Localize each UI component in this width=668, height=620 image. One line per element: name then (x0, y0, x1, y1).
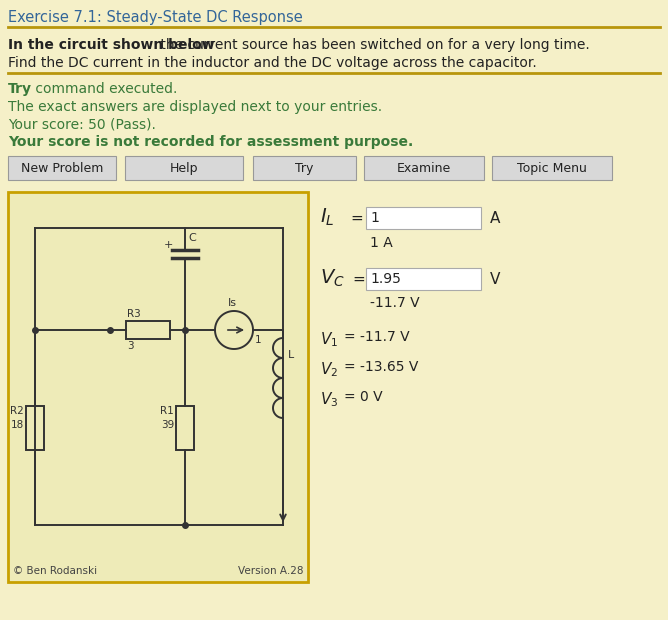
Text: Try: Try (8, 82, 32, 96)
Text: The exact answers are displayed next to your entries.: The exact answers are displayed next to … (8, 100, 382, 114)
Text: V: V (490, 272, 500, 287)
Text: R1: R1 (160, 405, 174, 415)
FancyBboxPatch shape (8, 156, 116, 180)
Bar (26, 405, 44, 450)
FancyBboxPatch shape (366, 207, 481, 229)
Text: C: C (188, 233, 196, 243)
FancyBboxPatch shape (492, 156, 612, 180)
Text: =: = (350, 211, 363, 226)
Text: $V_1$: $V_1$ (320, 330, 338, 348)
Text: Examine: Examine (397, 162, 451, 175)
Text: 1.95: 1.95 (370, 272, 401, 286)
Text: $I_L$: $I_L$ (320, 207, 335, 228)
Text: R3: R3 (128, 309, 141, 319)
Text: 18: 18 (11, 420, 24, 430)
FancyBboxPatch shape (364, 156, 484, 180)
Text: = -11.7 V: = -11.7 V (344, 330, 409, 344)
Text: +: + (163, 240, 173, 250)
FancyBboxPatch shape (8, 192, 308, 582)
Text: = -13.65 V: = -13.65 V (344, 360, 418, 374)
Text: = 0 V: = 0 V (344, 390, 383, 404)
Text: © Ben Rodanski: © Ben Rodanski (13, 566, 97, 576)
Text: Exercise 7.1: Steady-State DC Response: Exercise 7.1: Steady-State DC Response (8, 10, 303, 25)
Text: R2: R2 (10, 405, 24, 415)
Text: $V_3$: $V_3$ (320, 390, 338, 409)
Text: Topic Menu: Topic Menu (517, 162, 587, 175)
Text: =: = (352, 272, 365, 287)
Text: Version A.28: Version A.28 (238, 566, 303, 576)
Bar (176, 405, 194, 450)
Text: 1: 1 (255, 335, 262, 345)
Text: $V_C$: $V_C$ (320, 268, 345, 290)
FancyBboxPatch shape (125, 156, 243, 180)
Text: -11.7 V: -11.7 V (370, 296, 420, 310)
Text: Help: Help (170, 162, 198, 175)
Text: 1 A: 1 A (370, 236, 393, 250)
Text: 3: 3 (128, 341, 134, 351)
Text: Find the DC current in the inductor and the DC voltage across the capacitor.: Find the DC current in the inductor and … (8, 56, 537, 70)
FancyBboxPatch shape (253, 156, 356, 180)
Text: the current source has been switched on for a very long time.: the current source has been switched on … (156, 38, 590, 52)
Text: Your score: 50 (Pass).: Your score: 50 (Pass). (8, 118, 156, 132)
FancyBboxPatch shape (366, 268, 481, 290)
Bar (126, 321, 170, 339)
Text: New Problem: New Problem (21, 162, 103, 175)
Text: 1: 1 (370, 211, 379, 225)
Text: Try: Try (295, 162, 314, 175)
Text: command executed.: command executed. (31, 82, 178, 96)
Text: 39: 39 (161, 420, 174, 430)
Text: $V_2$: $V_2$ (320, 360, 338, 379)
Text: L: L (288, 350, 294, 360)
Text: Is: Is (228, 298, 236, 308)
Text: In the circuit shown below: In the circuit shown below (8, 38, 214, 52)
Text: Your score is not recorded for assessment purpose.: Your score is not recorded for assessmen… (8, 135, 413, 149)
Text: A: A (490, 211, 500, 226)
